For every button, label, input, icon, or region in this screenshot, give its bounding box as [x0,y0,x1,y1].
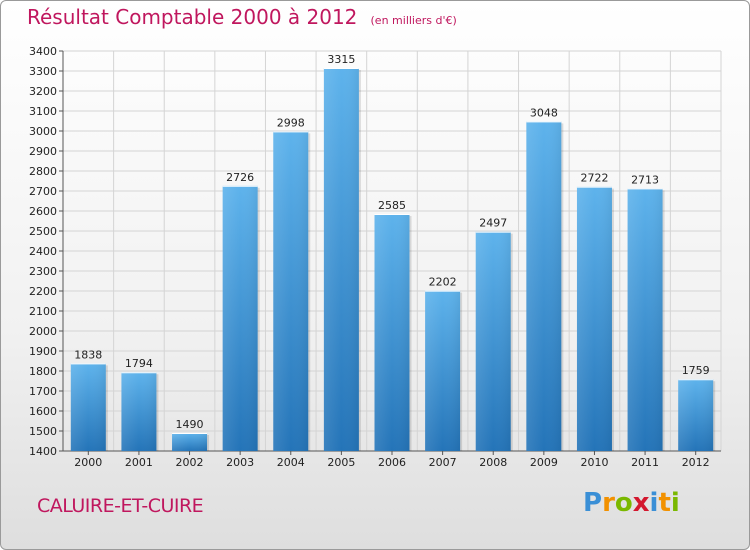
bar-shine [374,214,410,451]
x-tick-label: 2002 [176,456,204,469]
y-tick-label: 1800 [29,365,57,378]
y-tick-label: 2700 [29,185,57,198]
x-tick-label: 2006 [378,456,406,469]
bar-value-label: 2585 [378,199,406,212]
y-tick-label: 1400 [29,445,57,458]
logo-letter: i [670,488,680,518]
bar-shine [526,121,562,452]
x-tick-label: 2004 [277,456,305,469]
logo-letter: x [632,488,650,518]
bar-value-label: 2726 [226,171,254,184]
bar-value-label: 1490 [176,418,204,431]
y-tick-label: 3000 [29,125,57,138]
chart-title: Résultat Comptable 2000 à 2012 (en milli… [27,5,457,29]
bar-value-label: 2713 [631,173,659,186]
bar-shine [172,433,208,451]
x-tick-label: 2009 [530,456,558,469]
bar-value-label: 2202 [429,276,457,289]
bar-value-label: 2722 [580,172,608,185]
proxiti-logo: Proxiti [583,488,680,518]
logo-letter: i [649,488,659,518]
y-tick-label: 2800 [29,165,57,178]
y-tick-label: 2900 [29,145,57,158]
x-tick-label: 2012 [682,456,710,469]
y-tick-label: 2400 [29,245,57,258]
bar-value-label: 1759 [682,364,710,377]
bar-shine [425,290,461,451]
y-tick-label: 1600 [29,405,57,418]
bar-shine [475,231,511,451]
bar-shine [70,363,106,451]
bar-value-label: 2998 [277,116,305,129]
bar-shine [323,68,359,451]
y-tick-label: 1500 [29,425,57,438]
y-tick-label: 3300 [29,65,57,78]
y-tick-label: 2100 [29,305,57,318]
y-tick-label: 2500 [29,225,57,238]
y-tick-label: 3400 [29,45,57,58]
commune-name: CALUIRE-ET-CUIRE [37,495,204,517]
chart-unit-label: (en milliers d'€) [370,14,457,27]
logo-letter: o [614,488,633,518]
x-tick-label: 2007 [429,456,457,469]
bar-shine [121,372,157,451]
chart-title-text: Résultat Comptable 2000 à 2012 [27,5,358,29]
bar-value-label: 2497 [479,217,507,230]
y-tick-label: 2300 [29,265,57,278]
x-tick-label: 2008 [479,456,507,469]
bar-value-label: 1838 [74,348,102,361]
y-tick-label: 3100 [29,105,57,118]
logo-letter: t [658,488,671,518]
bar-shine [678,379,714,451]
logo-letter: r [602,488,615,518]
x-tick-label: 2005 [327,456,355,469]
bar-shine [576,186,612,451]
bar-shine [222,185,258,452]
x-tick-label: 2010 [580,456,608,469]
bar-shine [273,131,309,451]
x-tick-label: 2001 [125,456,153,469]
y-tick-label: 2000 [29,325,57,338]
bar-shine [627,188,663,451]
x-tick-label: 2000 [74,456,102,469]
logo-letter: P [583,488,603,518]
x-tick-label: 2011 [631,456,659,469]
y-tick-label: 1700 [29,385,57,398]
bar-value-label: 3315 [327,53,355,66]
y-tick-label: 3200 [29,85,57,98]
y-tick-label: 2200 [29,285,57,298]
bar-value-label: 3048 [530,106,558,119]
y-tick-label: 1900 [29,345,57,358]
x-tick-label: 2003 [226,456,254,469]
bar-value-label: 1794 [125,357,153,370]
y-tick-label: 2600 [29,205,57,218]
